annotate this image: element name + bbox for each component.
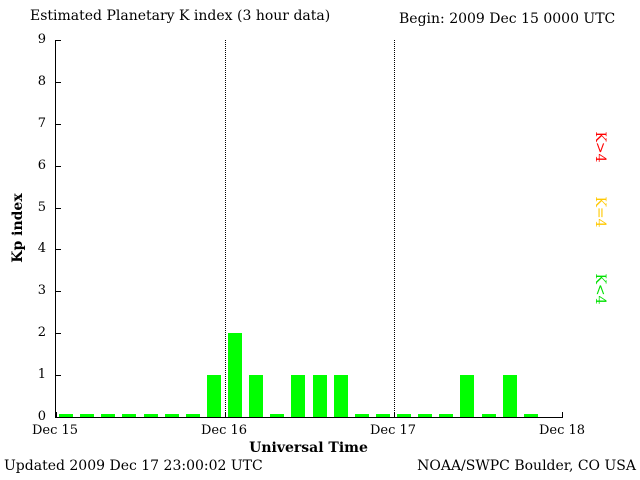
- x-tick-label: Dec 16: [200, 423, 248, 438]
- kp-bar: [164, 414, 179, 417]
- kp-bar: [502, 375, 517, 417]
- kp-bar: [80, 414, 95, 417]
- x-tick-label: Dec 18: [538, 423, 586, 438]
- kp-bar: [270, 414, 285, 417]
- kp-bar: [143, 414, 158, 417]
- legend-label: K=4: [592, 196, 608, 228]
- y-tick-mark: [56, 417, 61, 418]
- y-tick-mark: [56, 82, 61, 83]
- x-tick-label: Dec 15: [31, 423, 79, 438]
- y-tick-label: 8: [37, 74, 46, 89]
- y-tick-label: 9: [37, 32, 46, 47]
- x-tick-mark: [394, 412, 395, 417]
- kp-bar: [418, 414, 433, 417]
- y-tick-mark: [56, 375, 61, 376]
- updated-label: Updated 2009 Dec 17 23:00:02 UTC: [4, 458, 263, 474]
- kp-bar: [101, 414, 116, 417]
- y-tick-label: 5: [37, 200, 46, 215]
- kp-bar: [481, 414, 496, 417]
- y-tick-mark: [56, 40, 61, 41]
- kp-bar: [523, 414, 538, 417]
- y-tick-mark: [56, 166, 61, 167]
- y-tick-label: 2: [37, 325, 46, 340]
- y-tick-label: 6: [37, 158, 46, 173]
- kp-bar: [185, 414, 200, 417]
- y-tick-mark: [56, 124, 61, 125]
- kp-bar: [206, 375, 221, 417]
- source-label: NOAA/SWPC Boulder, CO USA: [417, 458, 636, 474]
- y-tick-label: 4: [37, 241, 46, 256]
- x-axis-title: Universal Time: [249, 440, 368, 456]
- y-tick-label: 0: [37, 409, 46, 424]
- y-tick-label: 7: [37, 116, 46, 131]
- legend-label: K>4: [592, 131, 608, 163]
- begin-label: Begin: 2009 Dec 15 0000 UTC: [399, 11, 616, 27]
- x-tick-mark: [56, 412, 57, 417]
- kp-bar: [375, 414, 390, 417]
- y-tick-label: 1: [37, 367, 46, 382]
- chart-title: Estimated Planetary K index (3 hour data…: [30, 8, 331, 24]
- kp-bar: [397, 414, 411, 417]
- kp-bar: [333, 375, 348, 417]
- kp-bar: [59, 414, 73, 417]
- x-tick-mark: [562, 412, 563, 417]
- y-tick-mark: [56, 208, 61, 209]
- kp-bar: [122, 414, 137, 417]
- kp-bar: [439, 414, 454, 417]
- x-tick-label: Dec 17: [369, 423, 417, 438]
- y-tick-label: 3: [37, 283, 46, 298]
- kp-bar: [228, 333, 242, 417]
- day-gridline: [394, 40, 395, 417]
- y-tick-mark: [56, 249, 61, 250]
- legend-label: K<4: [592, 273, 608, 305]
- kp-bar: [249, 375, 264, 417]
- kp-bar: [460, 375, 475, 417]
- y-tick-mark: [56, 291, 61, 292]
- kp-bar: [291, 375, 306, 417]
- kp-bar: [354, 414, 369, 417]
- plot-area: [55, 40, 563, 418]
- x-tick-mark: [225, 412, 226, 417]
- y-tick-mark: [56, 333, 61, 334]
- kp-bar: [312, 375, 327, 417]
- day-gridline: [225, 40, 226, 417]
